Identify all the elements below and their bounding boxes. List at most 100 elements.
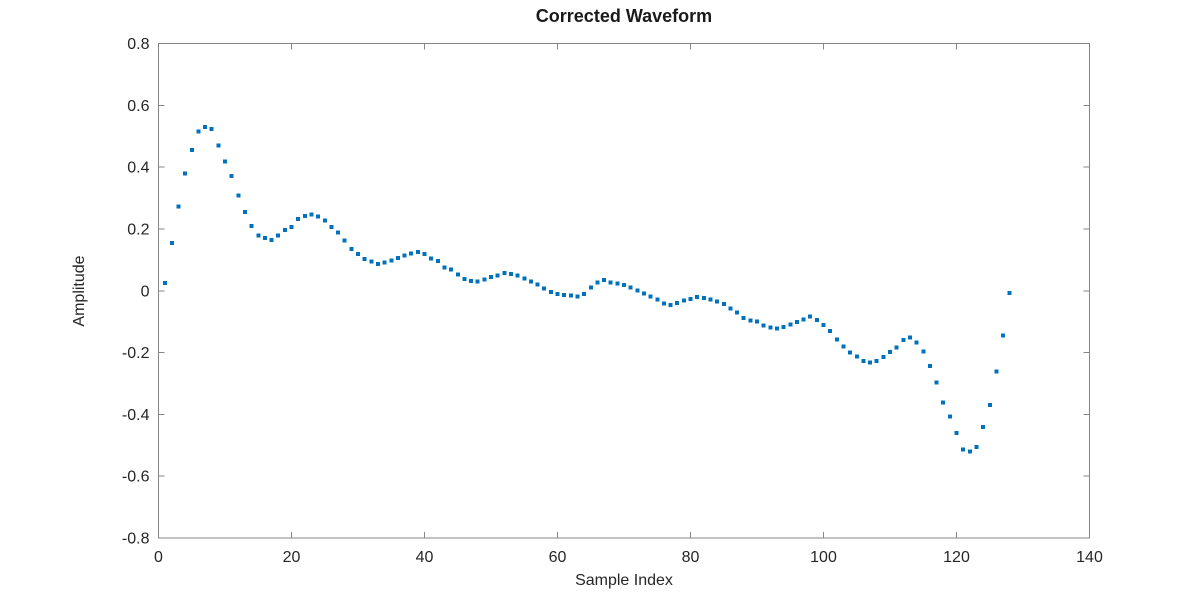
- data-point: [794, 319, 799, 324]
- y-tick-label: 0.4: [127, 160, 149, 177]
- x-tick-label: 140: [1076, 549, 1103, 566]
- y-tick-label: 0.2: [127, 221, 149, 238]
- data-point: [755, 319, 759, 324]
- data-point: [874, 358, 879, 363]
- data-point: [429, 256, 434, 261]
- data-point: [276, 233, 281, 238]
- x-axis-label: Sample Index: [575, 572, 673, 589]
- data-point: [921, 349, 926, 354]
- data-point: [781, 324, 786, 329]
- data-point: [821, 323, 826, 328]
- data-point: [801, 317, 806, 322]
- data-point: [256, 233, 261, 238]
- y-tick-label: -0.4: [122, 407, 150, 424]
- data-point: [296, 217, 301, 222]
- data-point: [395, 255, 400, 260]
- data-point: [595, 280, 600, 285]
- data-point: [249, 223, 254, 228]
- data-point: [542, 286, 547, 291]
- data-point: [934, 380, 939, 385]
- data-point: [316, 214, 321, 219]
- data-point: [322, 218, 327, 223]
- data-point: [369, 259, 374, 264]
- data-point: [788, 322, 793, 327]
- y-axis-label: Amplitude: [71, 255, 88, 327]
- data-point: [954, 430, 959, 435]
- data-point: [701, 296, 706, 301]
- data-point: [535, 282, 540, 287]
- data-point: [522, 276, 527, 281]
- data-point: [814, 318, 819, 323]
- data-point: [262, 235, 267, 240]
- data-point: [888, 349, 892, 354]
- data-point: [342, 238, 347, 243]
- data-point: [854, 354, 859, 359]
- data-point: [575, 294, 580, 299]
- data-point: [615, 281, 620, 286]
- data-point: [695, 295, 700, 300]
- data-point: [967, 449, 972, 454]
- data-point: [515, 273, 520, 278]
- data-point: [555, 291, 560, 296]
- data-point: [834, 337, 839, 342]
- data-point: [582, 291, 587, 296]
- data-point: [774, 326, 779, 331]
- data-point: [741, 315, 746, 320]
- x-tick-label: 40: [416, 549, 434, 566]
- data-point: [349, 247, 354, 252]
- data-point: [861, 358, 866, 363]
- y-tick-label: 0: [141, 283, 150, 300]
- data-point: [927, 363, 932, 368]
- data-point: [382, 260, 387, 265]
- data-point: [422, 251, 427, 256]
- data-point: [974, 445, 979, 450]
- data-point: [209, 126, 214, 131]
- data-point: [309, 212, 314, 217]
- data-point: [648, 294, 653, 299]
- data-point: [728, 306, 733, 311]
- y-tick-label: -0.8: [122, 531, 150, 548]
- data-point: [435, 258, 440, 263]
- data-point: [881, 355, 886, 360]
- data-point: [183, 171, 188, 176]
- data-point: [442, 265, 447, 270]
- data-point: [675, 301, 680, 306]
- data-point: [495, 273, 500, 278]
- data-point: [216, 143, 221, 148]
- data-point: [449, 267, 454, 272]
- plot-box: [158, 43, 1090, 539]
- data-point: [223, 159, 227, 164]
- data-point: [907, 335, 912, 340]
- data-point: [269, 237, 274, 242]
- data-point: [622, 282, 626, 287]
- data-point: [588, 285, 593, 290]
- data-point: [768, 325, 773, 330]
- data-point: [242, 210, 247, 215]
- data-point: [608, 280, 613, 285]
- chart-title: Corrected Waveform: [535, 6, 713, 26]
- x-tick-label: 100: [810, 549, 837, 566]
- data-point: [329, 225, 334, 230]
- x-tick-label: 60: [549, 549, 567, 566]
- data-point: [661, 301, 666, 306]
- x-tick-label: 0: [154, 549, 163, 566]
- data-point: [901, 338, 906, 343]
- data-point: [681, 298, 686, 303]
- data-point: [302, 213, 307, 218]
- data-point: [641, 291, 646, 296]
- data-point: [947, 414, 952, 419]
- data-point: [981, 425, 986, 430]
- data-point: [562, 292, 567, 297]
- data-point: [628, 285, 633, 290]
- data-point: [356, 251, 360, 256]
- data-point: [462, 277, 467, 282]
- data-point: [987, 403, 992, 408]
- data-point: [176, 204, 181, 209]
- data-point: [375, 262, 380, 267]
- data-point: [568, 293, 573, 298]
- data-point: [362, 256, 367, 261]
- y-tick-label: -0.6: [122, 469, 150, 486]
- data-point: [415, 250, 420, 255]
